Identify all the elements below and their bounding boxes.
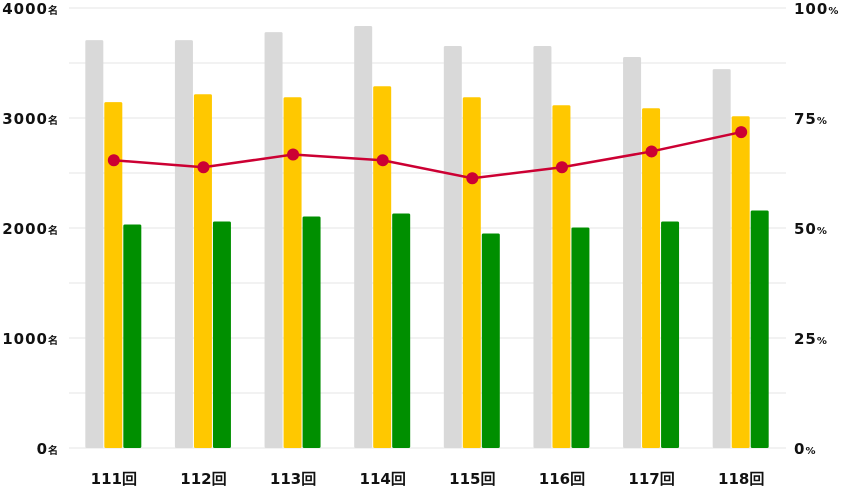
bar-series-1	[623, 57, 642, 449]
line-point	[555, 161, 568, 174]
bar-series-1	[443, 46, 462, 449]
line-point	[466, 172, 479, 185]
bar-series-2	[642, 108, 661, 449]
line-point	[197, 161, 210, 174]
right-tick-label: 25%	[794, 330, 828, 348]
bar-series-2	[283, 97, 302, 449]
bar-series-2	[552, 105, 571, 449]
bar-series-3	[571, 227, 590, 448]
bar-series-1	[354, 26, 373, 448]
bar-series-3	[392, 213, 411, 448]
bar-series-2	[462, 97, 481, 449]
x-tick-label: 111回	[91, 470, 137, 488]
bar-series-3	[481, 233, 500, 448]
line-series	[113, 130, 742, 180]
bar-series-3	[661, 221, 680, 448]
right-tick-label: 75%	[794, 110, 828, 128]
x-tick-label: 115回	[449, 470, 495, 488]
bar-series-1	[264, 32, 283, 449]
left-tick-label: 2000名	[2, 220, 59, 238]
bar-series-2	[373, 86, 392, 449]
left-tick-label: 4000名	[2, 0, 59, 18]
x-tick-label: 112回	[180, 470, 226, 488]
bar-series-3	[302, 216, 321, 448]
x-tick-label: 117回	[628, 470, 674, 488]
line-point	[287, 148, 300, 161]
line-point	[735, 126, 748, 139]
x-tick-label: 118回	[718, 470, 764, 488]
bar-series-3	[212, 221, 231, 448]
right-tick-label: 100%	[794, 0, 839, 18]
bar-series-1	[712, 69, 731, 448]
left-tick-label: 3000名	[2, 110, 59, 128]
bar-series-2	[731, 116, 750, 449]
left-tick-label: 1000名	[2, 330, 59, 348]
bar-series-1	[85, 40, 104, 449]
right-tick-label: 50%	[794, 220, 828, 238]
bar-series-1	[174, 40, 193, 449]
bar-series-2	[104, 102, 123, 448]
line-point	[645, 145, 658, 158]
right-tick-label: 0%	[794, 440, 816, 458]
bar-series-2	[193, 94, 212, 449]
x-tick-label: 114回	[360, 470, 406, 488]
bar-series-3	[750, 210, 769, 448]
left-tick-label: 0名	[37, 440, 59, 458]
line-point	[376, 154, 389, 167]
line-point	[107, 154, 120, 167]
bar-series-3	[123, 224, 142, 448]
x-tick-label: 116回	[539, 470, 585, 488]
x-tick-label: 113回	[270, 470, 316, 488]
bar-series-1	[533, 46, 552, 449]
